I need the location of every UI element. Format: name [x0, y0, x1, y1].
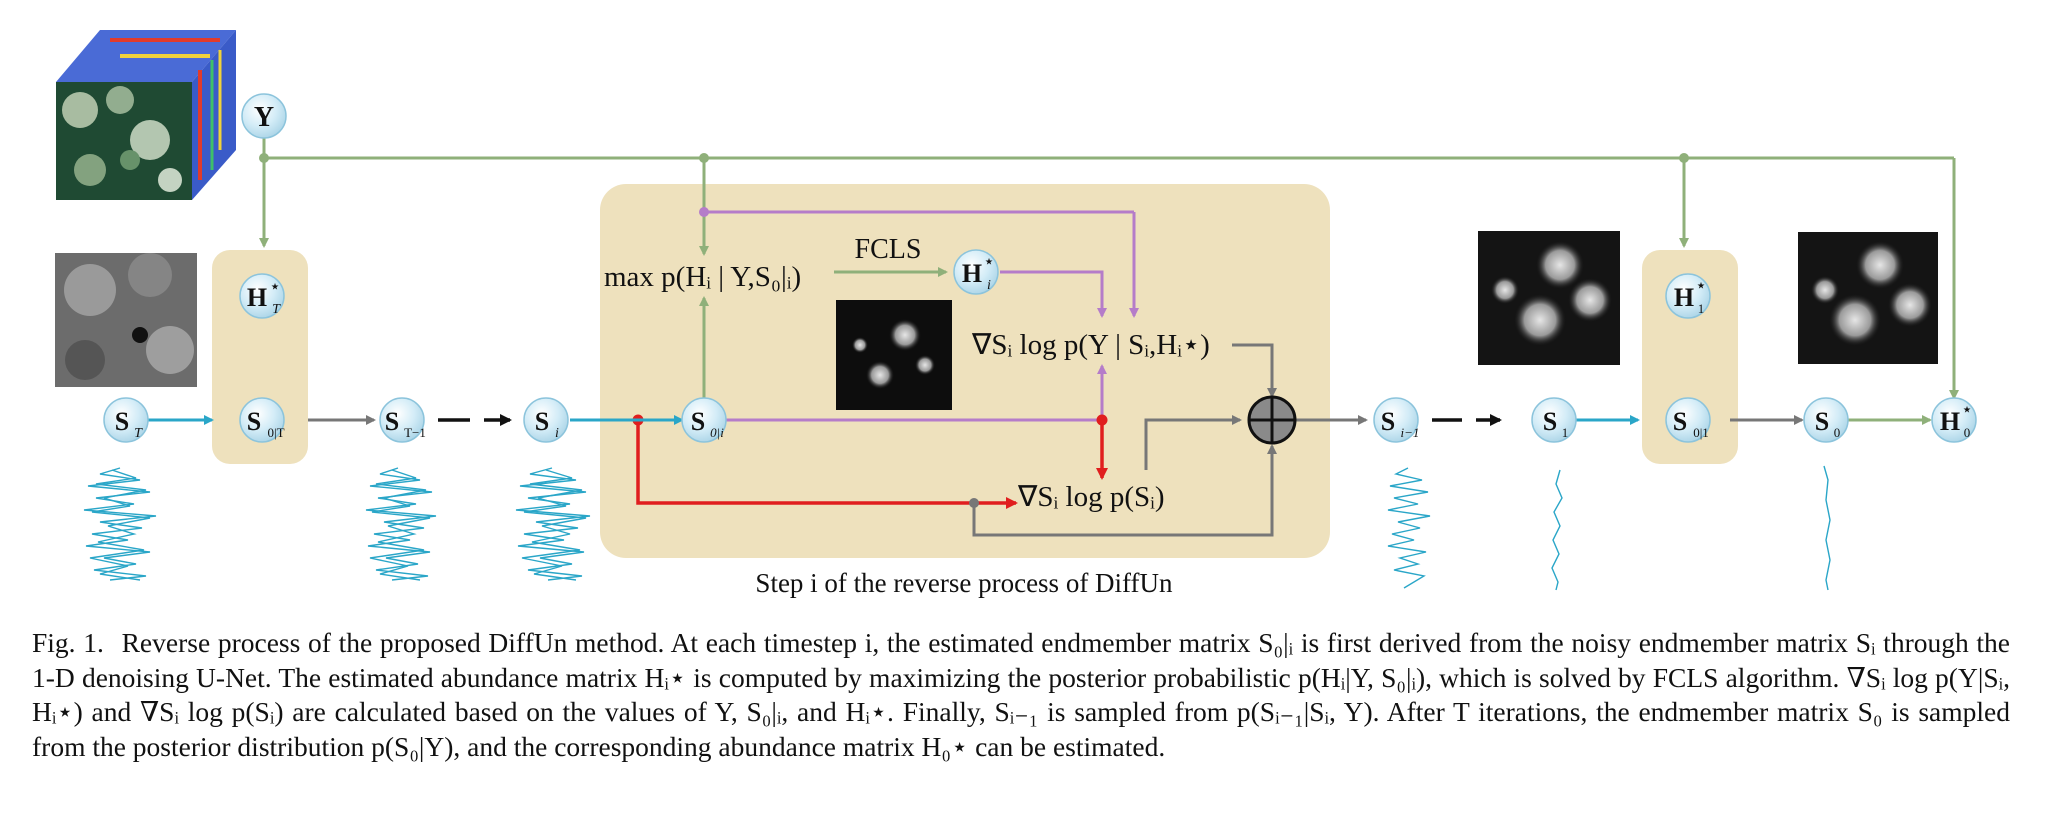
caption-text: Reverse process of the proposed DiffUn m… [32, 627, 2011, 762]
svg-text:S: S [1381, 407, 1395, 436]
svg-text:S: S [1543, 407, 1557, 436]
hyperspectral-cube-image [56, 30, 236, 200]
node-H-1: H ⋆ 1 [1665, 273, 1711, 319]
prior-gradient-label: ∇Sᵢ log p(Sᵢ) [1017, 481, 1165, 513]
svg-text:T−1: T−1 [404, 425, 426, 440]
figure-number: Fig. 1. [32, 627, 104, 658]
abundance-image-s1 [1478, 231, 1620, 365]
fcls-label: FCLS [855, 234, 922, 265]
svg-text:i−1: i−1 [1401, 425, 1420, 440]
node-S-i: S i [523, 397, 569, 443]
svg-text:S: S [385, 407, 399, 436]
observation-bus [259, 138, 1959, 425]
svg-text:S: S [115, 407, 129, 436]
node-S-1: S 1 [1531, 397, 1577, 443]
svg-text:T: T [134, 426, 143, 441]
node-S-0: S 0 [1803, 397, 1849, 443]
svg-text:H: H [962, 259, 982, 288]
figure-caption: Fig. 1. Reverse process of the proposed … [32, 626, 2010, 764]
svg-text:Y: Y [254, 102, 274, 133]
svg-text:H: H [1674, 283, 1694, 312]
max-posterior-expression: max p(Hᵢ | Y,S₀|ᵢ) [604, 261, 801, 293]
svg-text:0|i: 0|i [710, 425, 724, 440]
svg-text:⋆: ⋆ [1963, 403, 1972, 418]
svg-text:⋆: ⋆ [985, 255, 994, 270]
svg-text:i: i [555, 426, 559, 441]
svg-text:1: 1 [1562, 425, 1569, 440]
svg-text:⋆: ⋆ [271, 280, 280, 295]
svg-text:S: S [691, 407, 705, 436]
initial-abundance-image [55, 253, 197, 387]
svg-text:T: T [272, 302, 281, 317]
node-S-0-1: S 0|1 [1665, 397, 1711, 443]
panel-1 [1642, 250, 1738, 464]
node-S-T: S T [103, 397, 149, 443]
diffun-reverse-process-diagram: Y H ⋆ T S T S 0|T S T−1 S i S 0|i H ⋆ i [55, 30, 1977, 598]
node-S-i-minus-1: S i−1 [1373, 397, 1420, 443]
red-flow [636, 420, 1108, 509]
svg-text:1: 1 [1698, 301, 1705, 316]
abundance-image-s0 [1798, 232, 1938, 364]
svg-text:S: S [1673, 407, 1687, 436]
likelihood-gradient-label: ∇Sᵢ log p(Y | Sᵢ,Hᵢ⋆) [971, 329, 1210, 361]
svg-text:S: S [535, 407, 549, 436]
svg-text:⋆: ⋆ [1697, 279, 1706, 294]
svg-text:i: i [987, 278, 991, 293]
node-S-0-i: S 0|i [681, 397, 727, 443]
node-H-0: H ⋆ 0 [1931, 397, 1977, 443]
sum-node [1247, 395, 1297, 445]
svg-text:0: 0 [1834, 425, 1841, 440]
intermediate-abundance-image [836, 300, 952, 410]
node-S-0-T: S 0|T [239, 397, 285, 443]
svg-text:0: 0 [1964, 425, 1971, 440]
svg-text:0|T: 0|T [267, 425, 284, 440]
svg-text:H: H [247, 283, 267, 312]
step-caption: Step i of the reverse process of DiffUn [755, 568, 1173, 598]
node-H-i: H ⋆ i [953, 249, 999, 295]
svg-text:S: S [247, 407, 261, 436]
svg-text:0|1: 0|1 [1693, 425, 1709, 440]
spectral-signatures [83, 465, 1831, 591]
node-H-T: H ⋆ T [239, 273, 285, 319]
purple-flow [704, 210, 1139, 422]
svg-text:S: S [1815, 407, 1829, 436]
node-S-T-minus-1: S T−1 [379, 397, 426, 443]
gray-flow [308, 343, 1804, 537]
panel-T [212, 250, 308, 464]
svg-text:H: H [1940, 407, 1960, 436]
node-Y: Y [241, 93, 287, 139]
